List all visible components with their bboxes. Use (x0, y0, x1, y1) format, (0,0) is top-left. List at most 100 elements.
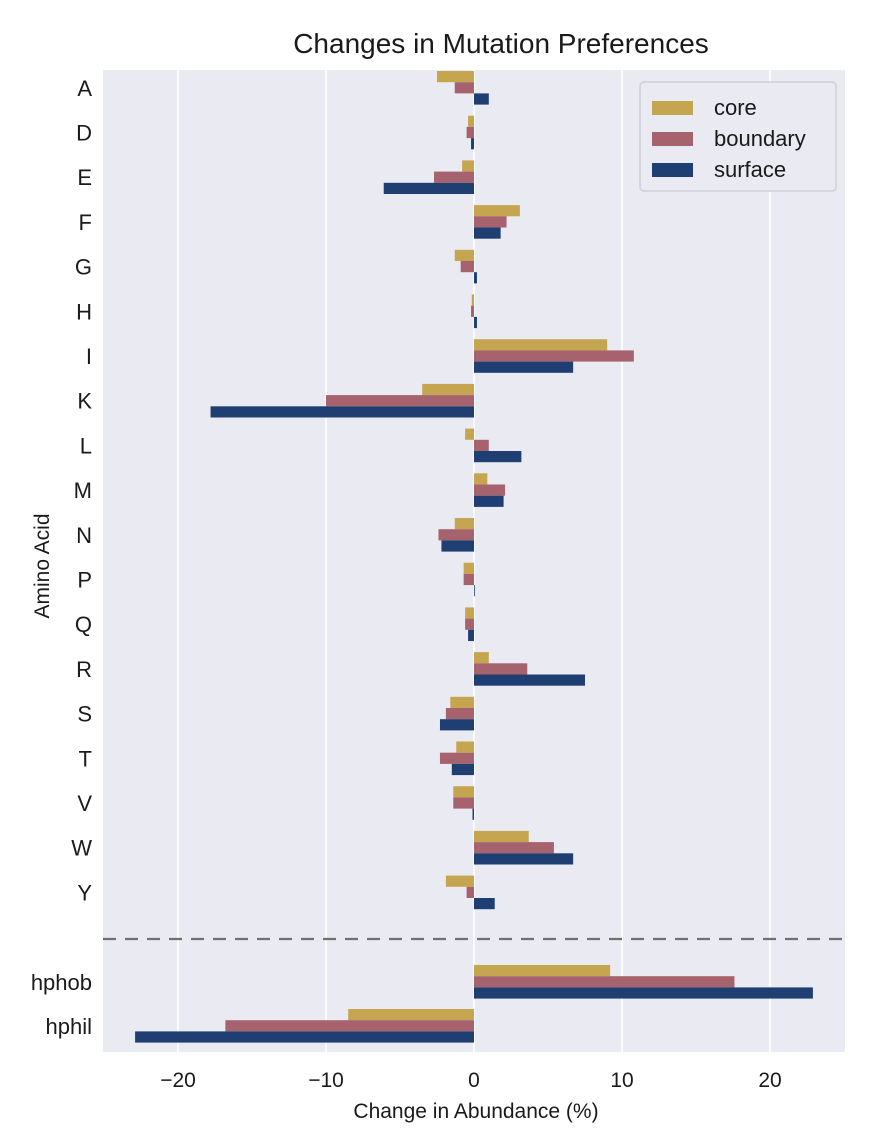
amino-bar-E-boundary (434, 171, 474, 183)
amino-bar-W-core (474, 830, 529, 843)
legend-swatch-boundary (652, 132, 693, 146)
amino-bar-P-surface (474, 585, 475, 597)
y-tick-label: hphil (46, 1014, 92, 1039)
bars-layer (135, 71, 813, 1043)
amino-bar-V-boundary (453, 797, 474, 809)
y-tick-label: hphob (31, 970, 92, 995)
amino-bar-E-surface (383, 182, 474, 194)
summary-bar-hphob-surface (474, 987, 813, 999)
amino-bar-M-core (474, 473, 488, 485)
amino-bar-E-core (462, 160, 474, 172)
amino-bar-V-surface (472, 808, 474, 820)
x-tick-labels: −20 −10 0 10 20 (160, 1069, 781, 1092)
legend-label-boundary: boundary (714, 126, 806, 151)
amino-bar-Q-surface (468, 629, 474, 641)
amino-bar-N-surface (441, 540, 474, 552)
amino-bar-N-boundary (438, 529, 474, 541)
legend-label-core: core (714, 95, 757, 120)
summary-bar-hphil-boundary (225, 1020, 474, 1032)
legend-label-surface: surface (714, 157, 786, 182)
amino-bar-P-boundary (463, 573, 474, 586)
y-tick-label: F (79, 210, 92, 235)
amino-bar-D-boundary (466, 126, 474, 139)
amino-bar-Y-boundary (466, 886, 474, 898)
amino-bar-A-core (437, 71, 474, 83)
y-tick-label: S (77, 702, 92, 727)
amino-bar-K-boundary (326, 395, 474, 407)
y-tick-label: L (80, 433, 92, 458)
amino-bar-H-surface (474, 316, 477, 329)
amino-bar-N-core (454, 518, 474, 530)
amino-bar-H-boundary (471, 305, 474, 317)
amino-bar-F-surface (474, 227, 501, 239)
amino-bar-W-boundary (474, 842, 554, 854)
summary-bar-hphob-boundary (474, 976, 735, 988)
x-tick-label: −10 (308, 1069, 344, 1092)
y-tick-label: T (79, 746, 92, 771)
y-tick-label: G (75, 255, 92, 280)
y-tick-label: D (76, 121, 92, 146)
amino-bar-K-core (422, 383, 474, 396)
amino-bar-I-surface (474, 361, 574, 373)
amino-bar-T-core (456, 741, 474, 753)
x-tick-label: 10 (610, 1069, 633, 1092)
amino-bar-G-surface (474, 272, 477, 284)
x-tick-label: 20 (758, 1069, 781, 1092)
amino-bar-T-boundary (439, 752, 474, 764)
amino-bar-H-core (471, 294, 474, 306)
summary-bar-hphil-surface (135, 1031, 474, 1043)
amino-bar-S-core (450, 696, 474, 708)
amino-bar-Y-core (445, 875, 474, 887)
y-tick-label: K (77, 389, 92, 414)
chart-title: Changes in Mutation Preferences (293, 28, 709, 59)
y-tick-label: Q (75, 612, 92, 637)
amino-bar-D-surface (471, 138, 474, 150)
y-tick-label: R (76, 657, 92, 682)
amino-bar-M-surface (474, 495, 504, 507)
y-axis-label: Amino Acid (31, 513, 54, 618)
amino-bar-T-surface (451, 763, 474, 776)
amino-bar-L-boundary (474, 439, 489, 451)
legend-swatch-core (652, 101, 693, 115)
amino-bar-R-boundary (474, 663, 528, 675)
amino-bar-F-boundary (474, 216, 507, 228)
legend-swatch-surface (652, 163, 693, 177)
x-tick-label: 0 (468, 1069, 480, 1092)
amino-bar-K-surface (210, 406, 474, 418)
y-tick-label: V (77, 791, 92, 816)
amino-bar-V-core (453, 786, 474, 798)
amino-bar-S-boundary (445, 708, 474, 720)
amino-bar-A-boundary (454, 82, 474, 94)
y-tick-label: H (76, 299, 92, 324)
amino-bar-F-core (474, 205, 520, 217)
amino-bar-R-surface (474, 674, 585, 686)
summary-bar-hphil-core (348, 1009, 474, 1021)
amino-bar-D-core (468, 115, 474, 127)
y-tick-label: A (77, 76, 92, 101)
y-tick-label: N (76, 523, 92, 548)
amino-bar-Q-core (465, 607, 474, 619)
y-tick-label: E (77, 165, 92, 190)
x-tick-label: −20 (160, 1069, 196, 1092)
amino-bar-G-core (454, 249, 474, 261)
amino-bar-Q-boundary (465, 618, 474, 630)
x-axis-label: Change in Abundance (%) (353, 1100, 598, 1123)
amino-bar-G-boundary (460, 261, 474, 273)
y-tick-label: P (77, 568, 92, 593)
amino-bar-Y-surface (474, 898, 495, 910)
legend: core boundary surface (639, 81, 837, 192)
amino-bar-P-core (463, 562, 474, 574)
y-tick-label: Y (77, 880, 92, 905)
amino-bar-R-core (474, 652, 489, 664)
amino-bar-L-core (465, 428, 474, 440)
amino-bar-W-surface (474, 853, 574, 865)
amino-bar-M-boundary (474, 484, 506, 496)
amino-bar-I-boundary (474, 350, 634, 362)
amino-bar-L-surface (474, 451, 522, 463)
amino-bar-S-surface (439, 719, 474, 731)
y-tick-label: I (86, 344, 92, 369)
y-tick-label: M (74, 478, 92, 503)
y-tick-label: W (71, 836, 92, 861)
